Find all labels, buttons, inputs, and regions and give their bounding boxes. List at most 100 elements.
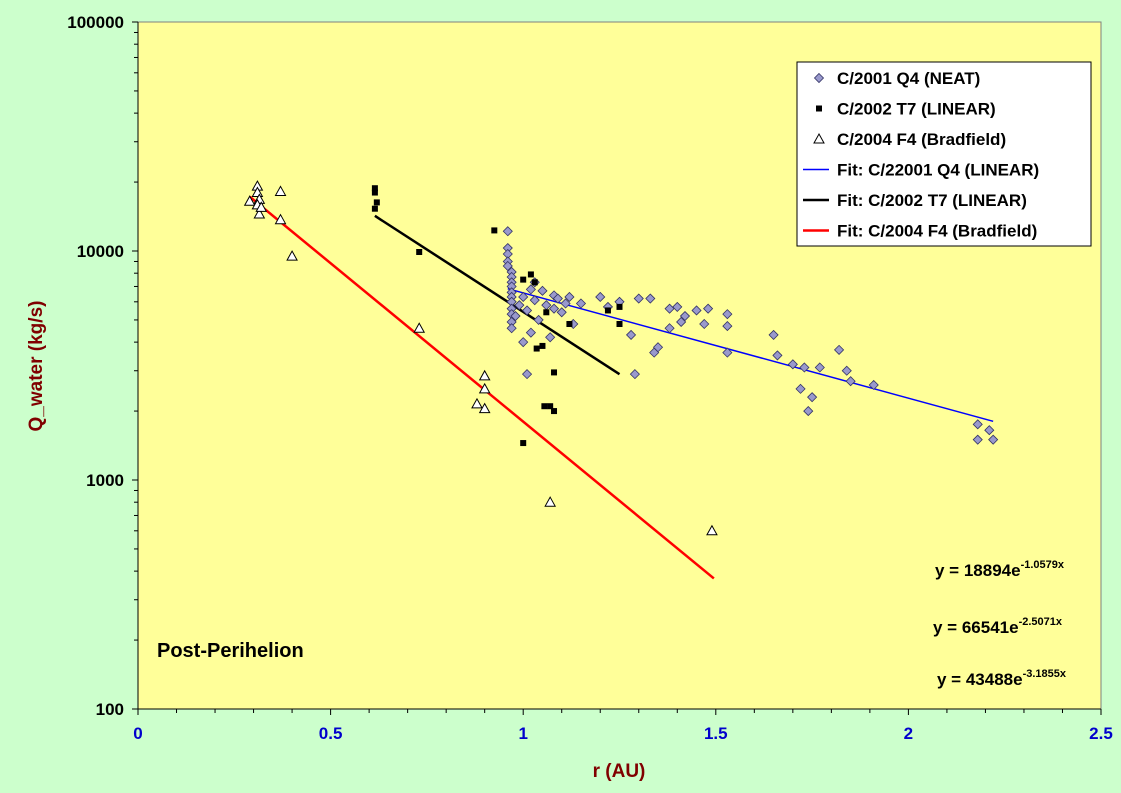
data-marks xyxy=(243,180,999,580)
data-point-square xyxy=(531,279,538,286)
annotation-post-perihelion: Post-Perihelion xyxy=(157,640,304,662)
data-point-diamond xyxy=(768,329,779,341)
data-point-square xyxy=(416,248,423,255)
data-point-triangle xyxy=(478,402,491,414)
equation-exponent: -2.5071x xyxy=(1019,616,1063,628)
data-point-diamond xyxy=(807,392,818,403)
data-point-square xyxy=(616,303,623,310)
data-point-diamond xyxy=(845,376,856,387)
data-point-triangle xyxy=(274,213,287,225)
data-point-square xyxy=(527,271,534,278)
data-point-square xyxy=(371,189,378,196)
data-point-diamond xyxy=(521,305,533,316)
data-point-diamond xyxy=(787,359,798,370)
fit-line xyxy=(248,195,715,580)
data-point-diamond xyxy=(502,226,513,237)
equation-base: y = 43488e xyxy=(937,670,1023,689)
data-point-diamond xyxy=(518,337,529,348)
equation-base: y = 18894e xyxy=(935,561,1021,580)
data-point-square xyxy=(551,408,558,415)
data-point-diamond xyxy=(972,434,983,445)
data-point-triangle xyxy=(251,186,264,198)
legend-label: C/2002 T7 (LINEAR) xyxy=(837,100,996,119)
fit-line xyxy=(374,214,621,376)
data-point-diamond xyxy=(525,284,536,295)
data-point-diamond xyxy=(652,342,664,353)
legend-label: Fit: C/2004 F4 (Bradfield) xyxy=(837,222,1037,241)
legend-label: C/2001 Q4 (NEAT) xyxy=(837,69,980,88)
data-point-diamond xyxy=(972,419,983,430)
data-point-diamond xyxy=(868,379,879,391)
data-point-diamond xyxy=(722,321,733,332)
legend-label: Fit: C/22001 Q4 (LINEAR) xyxy=(837,161,1039,180)
data-point-triangle xyxy=(706,524,718,536)
data-point-square xyxy=(539,342,546,349)
data-point-triangle xyxy=(243,195,256,206)
data-point-diamond xyxy=(564,291,575,303)
data-point-diamond xyxy=(514,300,525,311)
data-point-square xyxy=(520,440,527,447)
data-point-diamond xyxy=(510,310,521,322)
data-point-diamond xyxy=(529,295,540,306)
data-point-diamond xyxy=(833,344,845,355)
data-point-triangle xyxy=(544,496,557,507)
x-tick-label: 0 xyxy=(133,724,142,743)
fit-equation: y = 43488e-3.1855x xyxy=(937,668,1067,689)
data-point-diamond xyxy=(560,298,571,309)
data-point-square xyxy=(371,185,378,192)
data-point-diamond xyxy=(664,323,675,334)
data-point-diamond xyxy=(699,318,710,330)
y-tick-label: 1000 xyxy=(86,471,124,490)
data-point-diamond xyxy=(525,327,536,338)
data-point-triangle xyxy=(471,397,483,409)
data-point-diamond xyxy=(676,316,687,328)
data-point-triangle xyxy=(274,185,287,196)
data-point-diamond xyxy=(595,291,606,303)
data-point-diamond xyxy=(795,383,806,394)
x-tick-label: 2 xyxy=(904,724,913,743)
data-point-diamond xyxy=(518,291,529,303)
legend: C/2001 Q4 (NEAT) C/2002 T7 (LINEAR) C/2004… xyxy=(796,61,1092,247)
data-point-square xyxy=(371,205,378,212)
data-point-triangle xyxy=(253,208,266,219)
data-point-diamond xyxy=(672,301,683,312)
data-point-triangle xyxy=(255,201,268,212)
data-point-triangle xyxy=(286,250,298,261)
data-point-diamond xyxy=(502,260,513,272)
fit-equation: y = 18894e-1.0579x xyxy=(935,559,1065,580)
x-tick-label: 1 xyxy=(518,724,527,743)
legend-symbol xyxy=(813,72,825,84)
data-point-square xyxy=(520,276,527,283)
data-point-square xyxy=(604,307,611,314)
data-point-diamond xyxy=(988,434,999,445)
data-point-diamond xyxy=(772,350,783,361)
equation-exponent: -3.1855x xyxy=(1023,668,1067,680)
data-point-diamond xyxy=(506,323,517,334)
fit-equations: y = 18894e-1.0579x y = 66541e-2.5071x y = … xyxy=(933,559,1067,689)
data-point-diamond xyxy=(722,309,733,320)
x-axis-title: r (AU) xyxy=(593,761,646,782)
y-tick-label: 100 xyxy=(96,700,124,719)
data-point-diamond xyxy=(625,329,637,341)
data-point-square xyxy=(551,369,558,376)
data-point-diamond xyxy=(703,303,714,314)
equation-exponent: -1.0579x xyxy=(1021,559,1065,571)
fit-equation: y = 66541e-2.5071x xyxy=(933,616,1063,637)
legend-label: C/2004 F4 (Bradfield) xyxy=(837,130,1006,149)
data-point-triangle xyxy=(478,369,491,381)
data-point-diamond xyxy=(575,298,587,309)
data-point-diamond xyxy=(537,285,548,296)
legend-box xyxy=(796,61,1092,247)
data-point-square xyxy=(491,227,498,234)
x-tick-label: 2.5 xyxy=(1089,724,1113,743)
legend-symbol xyxy=(813,132,825,144)
data-point-diamond xyxy=(533,314,544,326)
data-point-diamond xyxy=(841,365,852,376)
data-point-diamond xyxy=(691,305,702,316)
data-point-diamond xyxy=(556,307,567,318)
data-point-diamond xyxy=(633,293,644,304)
data-point-diamond xyxy=(814,362,825,373)
fit-line xyxy=(507,288,994,423)
data-point-square xyxy=(543,309,550,316)
